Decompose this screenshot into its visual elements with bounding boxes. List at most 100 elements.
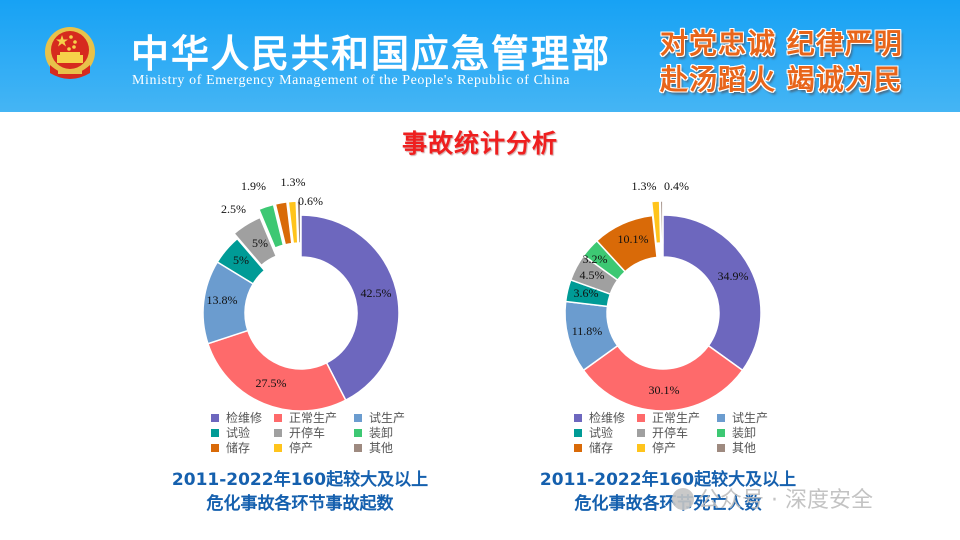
legend-swatch-icon — [574, 413, 582, 422]
slice-label: 34.9% — [718, 269, 749, 283]
legend-swatch-icon — [574, 428, 582, 437]
donut-slice — [582, 344, 744, 412]
legend-label: 装卸 — [369, 426, 394, 440]
slice-label: 3.2% — [583, 252, 608, 266]
legend-swatch-icon — [211, 443, 219, 452]
donut-chart-deaths: 34.9% 30.1% 11.8% 3.6% 4.5% 3.2% 10.1% 1.3% 0.4% — [564, 179, 762, 412]
legend-swatch-icon — [574, 443, 582, 452]
slice-label: 42.5% — [361, 286, 392, 300]
legend-item: 停产 — [274, 440, 354, 455]
donut-chart-accidents: 42.5% 27.5% 13.8% 5%5% 2.5% 1.9% 1.3% 0.6% — [202, 175, 400, 412]
legend-item: 其他 — [354, 440, 414, 455]
caption-left: 2011-2022年160起较大及以上 危化事故各环节事故起数 — [140, 468, 460, 516]
slice-label: 1.3% — [632, 179, 657, 193]
legend-item: 开停车 — [274, 425, 354, 440]
donut-slice — [216, 237, 266, 285]
legend-item: 检维修 — [211, 410, 274, 425]
legend-item: 试验 — [211, 425, 274, 440]
legend-label: 试生产 — [732, 411, 769, 425]
slice-label: 0.4% — [664, 179, 689, 193]
legend-label: 试验 — [226, 426, 251, 440]
legend-label: 开停车 — [289, 426, 326, 440]
slice-label: 0.6% — [298, 194, 323, 208]
legend-swatch-icon — [211, 428, 219, 437]
legend-item: 试生产 — [717, 410, 777, 425]
caption-left-line2: 危化事故各环节事故起数 — [206, 494, 394, 514]
legend-label: 检维修 — [226, 411, 263, 425]
legend-item: 检维修 — [574, 410, 637, 425]
slice-label: 5% — [252, 236, 268, 250]
donut-slice — [662, 214, 762, 372]
legend-label: 其他 — [732, 441, 757, 455]
donut-slice — [232, 216, 278, 267]
caption-left-line1: 2011-2022年160起较大及以上 — [171, 470, 429, 490]
legend-swatch-icon — [717, 413, 725, 422]
legend-swatch-icon — [637, 413, 645, 422]
legend-item: 储存 — [574, 440, 637, 455]
slice-label: 3.6% — [574, 286, 599, 300]
legend-item: 正常生产 — [274, 410, 354, 425]
legend-label: 其他 — [369, 441, 394, 455]
legend-item: 装卸 — [354, 425, 414, 440]
legend-item: 装卸 — [717, 425, 777, 440]
legend-swatch-icon — [637, 443, 645, 452]
watermark-text: 公众号 · 深度安全 — [698, 488, 873, 513]
legend-label: 停产 — [652, 441, 677, 455]
legend-label: 装卸 — [732, 426, 757, 440]
slice-label: 5% — [233, 253, 249, 267]
slice-label: 4.5% — [580, 268, 605, 282]
legend-label: 储存 — [589, 441, 614, 455]
donut-slice — [206, 329, 347, 412]
legend-swatch-icon — [717, 428, 725, 437]
ministry-name-cn: 中华人民共和国应急管理部 — [131, 32, 612, 76]
legend-label: 储存 — [226, 441, 251, 455]
ministry-name-en: Ministry of Emergency Management of the … — [132, 73, 571, 88]
slice-label: 11.8% — [572, 324, 603, 338]
donut-slice — [257, 203, 285, 249]
donut-slice — [300, 214, 400, 402]
legend-label: 检维修 — [589, 411, 626, 425]
caption-right: 2011-2022年160起较大及以上 危化事故各环节死亡人数 — [518, 468, 818, 516]
legend-item: 停产 — [637, 440, 717, 455]
caption-right-line2: 危化事故各环节死亡人数 — [574, 494, 762, 514]
slice-label: 2.5% — [221, 202, 246, 216]
wechat-icon — [672, 488, 694, 510]
legend-item: 试验 — [574, 425, 637, 440]
slogan-line-2: 赴汤蹈火 竭诚为民 — [660, 63, 903, 96]
legend-label: 正常生产 — [652, 411, 701, 425]
legend-label: 试验 — [589, 426, 614, 440]
legend-swatch-icon — [274, 428, 282, 437]
donut-slice — [296, 200, 302, 244]
legend-right: 检维修 正常生产 试生产试验 开停车 装卸储存 停产 其他 — [574, 410, 774, 455]
legend-label: 停产 — [289, 441, 314, 455]
legend-label: 试生产 — [369, 411, 406, 425]
legend-label: 开停车 — [652, 426, 689, 440]
legend-swatch-icon — [211, 413, 219, 422]
national-emblem-icon — [45, 27, 95, 79]
donut-slice — [659, 200, 664, 244]
legend-left: 检维修 正常生产 试生产试验 开停车 装卸储存 停产 其他 — [211, 410, 411, 455]
donut-slice — [287, 200, 299, 245]
legend-item: 正常生产 — [637, 410, 717, 425]
slice-label: 27.5% — [256, 376, 287, 390]
caption-right-line1: 2011-2022年160起较大及以上 — [539, 470, 797, 490]
slice-label: 1.9% — [241, 179, 266, 193]
header-banner: 中华人民共和国应急管理部 Ministry of Emergency Manag… — [0, 0, 960, 112]
slice-label: 13.8% — [207, 293, 238, 307]
legend-label: 正常生产 — [289, 411, 338, 425]
slogan-line-1: 对党忠诚 纪律严明 — [660, 27, 903, 60]
donut-slice — [274, 201, 293, 246]
legend-item: 试生产 — [354, 410, 414, 425]
legend-swatch-icon — [354, 443, 362, 452]
legend-swatch-icon — [717, 443, 725, 452]
legend-item: 开停车 — [637, 425, 717, 440]
legend-swatch-icon — [274, 443, 282, 452]
slice-label: 30.1% — [649, 383, 680, 397]
legend-swatch-icon — [274, 413, 282, 422]
legend-item: 储存 — [211, 440, 274, 455]
legend-item: 其他 — [717, 440, 777, 455]
legend-swatch-icon — [354, 413, 362, 422]
slice-label: 1.3% — [281, 175, 306, 189]
slice-label: 10.1% — [618, 232, 649, 246]
